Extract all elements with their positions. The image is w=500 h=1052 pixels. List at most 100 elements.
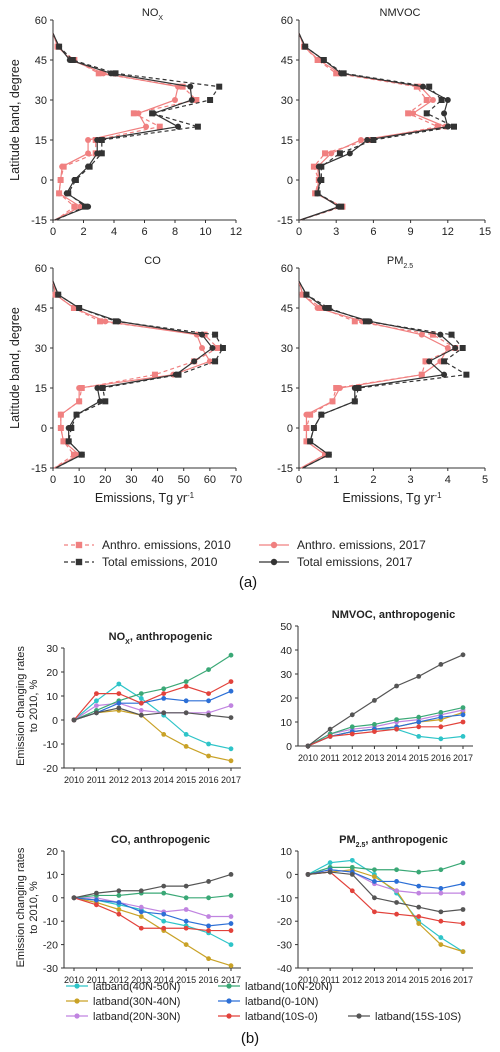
data-point-10S-0 [349, 731, 355, 737]
data-point-15S-10S [416, 904, 422, 910]
data-point-10S-0 [94, 902, 99, 908]
chart-title-main: CO, anthropogenic [111, 834, 210, 846]
series-line-10N-20N [73, 892, 232, 899]
data-point-40N-50N [116, 681, 122, 687]
data-point-15S-10S [94, 710, 99, 716]
x-tick-label: 50 [178, 474, 190, 486]
data-point-anthro2017 [76, 385, 83, 391]
data-point-10N-20N [183, 895, 189, 901]
data-point-anthro2017 [56, 190, 63, 197]
data-point-total2010 [336, 150, 343, 157]
data-point-10N-20N [206, 895, 211, 901]
data-point-total2017 [187, 83, 194, 90]
x-tick-label: 2014 [387, 975, 407, 985]
chart-title-main: NO [109, 631, 126, 643]
legend-label: latband(10N-20N) [245, 981, 332, 993]
x-tick-label: 2017 [453, 753, 473, 763]
data-point-total2010 [99, 385, 106, 391]
series-line-10N-20N [73, 654, 232, 721]
y-tick-label: -15 [31, 463, 47, 475]
data-point-anthro2017 [70, 305, 77, 311]
data-point-10N-20N [460, 860, 466, 866]
y-tick-label: -15 [31, 215, 47, 227]
data-point-total2017 [94, 137, 101, 143]
data-point-anthro2017 [76, 398, 83, 405]
legend-label: latband(10S-0) [245, 1011, 318, 1023]
legend-marker-total2010 [75, 558, 83, 566]
x-tick-label: 0 [50, 226, 56, 238]
data-point-10N-20N [349, 864, 355, 870]
data-point-total2017 [71, 177, 78, 183]
data-point-0-10N [183, 698, 189, 704]
data-point-40N-50N [138, 696, 144, 701]
legend-marker-30N-40N [74, 998, 80, 1004]
y-tick-label: -30 [43, 963, 58, 975]
x-tick-label: 2012 [109, 975, 129, 985]
chart-title: NOX [142, 7, 164, 22]
data-point-10N-20N [416, 714, 422, 720]
data-point-0-10N [161, 911, 167, 917]
data-point-anthro2010 [193, 97, 200, 103]
data-point-15S-10S [372, 698, 377, 703]
data-point-total2017 [338, 70, 345, 77]
data-point-total2017 [320, 57, 327, 63]
x-tick-label: 2014 [387, 753, 407, 763]
chart-title: NMVOC, anthropogenic [332, 609, 455, 621]
x-tick-label: 3 [333, 226, 339, 238]
data-point-15S-10S [460, 907, 466, 912]
series-line-10S-0 [73, 897, 231, 932]
x-axis-label: Emissions, Tg yr-1 [342, 491, 442, 506]
x-tick-label: 8 [172, 226, 178, 238]
data-point-total2017 [441, 110, 448, 117]
y-tick-label: 45 [35, 55, 47, 67]
data-point-anthro2010 [422, 358, 429, 365]
data-point-15S-10S [327, 726, 333, 732]
y-tick-label: 20 [280, 693, 292, 705]
data-point-total2017 [325, 451, 332, 458]
data-point-anthro2017 [206, 358, 213, 365]
x-tick-label: 6 [141, 226, 147, 238]
data-point-30N-40N [138, 914, 144, 919]
data-point-total2017 [150, 110, 157, 117]
y-tick-label: 30 [281, 343, 293, 355]
data-point-30N-40N [460, 949, 466, 955]
x-tick-label: 5 [482, 474, 488, 486]
data-point-15S-10S [94, 890, 99, 896]
data-point-total2017 [63, 190, 70, 197]
data-point-total2017 [335, 203, 342, 210]
y-tick-label: -20 [277, 916, 292, 928]
x-tick-label: 2010 [298, 975, 318, 985]
chart-title-main: NO [142, 7, 159, 19]
x-tick-label: 6 [370, 226, 376, 238]
data-point-10S-0 [460, 719, 466, 725]
legend-label: latband(30N-40N) [93, 996, 180, 1008]
data-point-40N-50N [349, 857, 355, 863]
data-point-anthro2017 [429, 97, 436, 103]
data-point-total2010 [451, 123, 457, 130]
x-tick-label: 2013 [364, 753, 384, 763]
data-point-total2017 [420, 83, 426, 90]
y-tick-label: 60 [35, 15, 47, 27]
y-tick-label: 60 [281, 263, 293, 275]
legend-marker-0-10N [226, 998, 232, 1004]
data-point-10S-0 [416, 724, 422, 730]
data-point-40N-50N [161, 918, 167, 924]
panel-label-b: (b) [241, 1030, 259, 1047]
data-point-15S-10S [206, 712, 211, 718]
series-line-total2017 [52, 33, 193, 221]
data-point-anthro2017 [85, 137, 92, 143]
data-point-20N-30N [228, 703, 234, 708]
x-tick-label: 2 [370, 474, 376, 486]
chart-title-main: PM [339, 834, 356, 846]
chart-title: CO [144, 255, 161, 267]
data-point-anthro2017 [57, 425, 64, 431]
data-point-10N-20N [349, 724, 355, 730]
data-point-total2017 [55, 291, 62, 298]
data-point-total2010 [370, 137, 377, 143]
data-point-anthro2010 [97, 318, 104, 325]
data-point-anthro2010 [429, 331, 436, 338]
data-point-15S-10S [206, 879, 211, 884]
data-point-15S-10S [349, 872, 355, 877]
data-point-anthro2017 [143, 123, 150, 130]
data-point-anthro2010 [130, 110, 137, 117]
